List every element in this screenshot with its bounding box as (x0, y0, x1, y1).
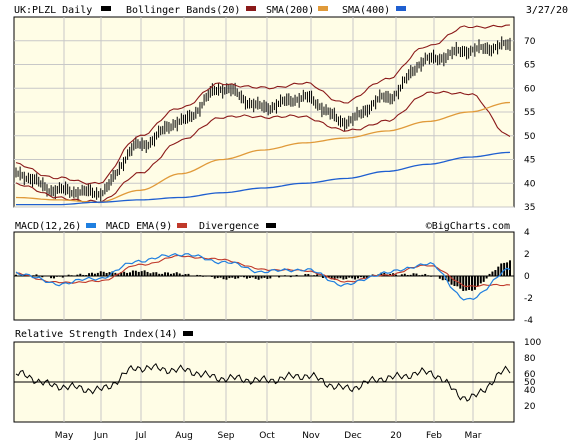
macd-legend-label: MACD(12,26) (15, 221, 81, 232)
series-line-sma-400- (16, 151, 511, 206)
bigcharts-watermark: ©BigCharts.com (426, 221, 510, 232)
macd-ytick--4: -4 (524, 316, 533, 326)
rsi-legend-label: Relative Strength Index(14) (15, 329, 178, 340)
price-lines (15, 24, 511, 206)
price-panel: 35 40 45 50 55 60 65 70 (13, 16, 536, 213)
x-label-9: Feb (426, 431, 442, 441)
divergence-legend-swatch (266, 223, 276, 228)
x-label-1: Jun (93, 431, 108, 441)
rsi-ytick-50: 50 (524, 378, 536, 388)
rsi-legend-swatch (183, 331, 193, 336)
x-label-8: 20 (390, 431, 402, 441)
macd-ytick-2: 2 (524, 250, 530, 260)
macd-ema-line (15, 254, 511, 288)
legend-bollinger-label: Bollinger Bands(20) (126, 5, 240, 16)
price-legend-swatch (101, 6, 111, 11)
macd-header-strip (14, 219, 514, 229)
price-ytick-40: 40 (524, 179, 536, 189)
legend-sma200-label: SMA(200) (266, 5, 314, 16)
legend-bollinger-swatch (246, 6, 256, 11)
rsi-ytick-80: 80 (524, 354, 536, 364)
series-line-bollinger-upper (15, 24, 511, 185)
price-ytick-65: 65 (524, 61, 535, 71)
macd-ytick--2: -2 (524, 294, 533, 304)
rsi-lines (14, 362, 514, 402)
x-label-3: Aug (175, 431, 193, 441)
rsi-ytick-20: 20 (524, 402, 536, 412)
macd-ema-legend-label: MACD EMA(9) (106, 221, 172, 232)
macd-y-axis: -4 -2 0 2 4 (524, 228, 533, 326)
x-label-0: May (55, 431, 74, 441)
macd-lines (14, 253, 514, 301)
legend-sma400-label: SMA(400) (342, 5, 390, 16)
rsi-ytick-40: 40 (524, 386, 536, 396)
rsi-line (15, 362, 511, 402)
price-ytick-45: 45 (524, 156, 535, 166)
rsi-ytick-100: 100 (524, 338, 541, 348)
x-label-7: Dec (344, 431, 361, 441)
price-ytick-70: 70 (524, 37, 536, 47)
macd-ema-legend-swatch (177, 223, 187, 228)
divergence-legend-label: Divergence (199, 221, 259, 232)
x-label-4: Sep (218, 431, 235, 441)
macd-ytick-0: 0 (524, 272, 530, 282)
symbol-label: UK:PLZL Daily (14, 5, 92, 16)
x-label-6: Nov (302, 431, 320, 441)
macd-legend-swatch (86, 223, 96, 228)
price-ytick-50: 50 (524, 132, 536, 142)
macd-ytick-4: 4 (524, 228, 530, 238)
legend-sma400-swatch (396, 6, 406, 11)
price-ytick-35: 35 (524, 203, 535, 213)
price-y-axis: 35 40 45 50 55 60 65 70 (524, 37, 536, 213)
date-label: 3/27/20 (526, 5, 568, 16)
rsi-ytick-60: 60 (524, 370, 536, 380)
x-label-5: Oct (259, 431, 275, 441)
x-label-2: Jul (135, 431, 147, 441)
legend-sma200-swatch (318, 6, 328, 11)
price-ytick-60: 60 (524, 84, 536, 94)
macd-panel: MACD(12,26) MACD EMA(9) Divergence ©BigC… (13, 219, 533, 326)
price-ytick-55: 55 (524, 108, 535, 118)
x-axis-month-labels: May Jun Jul Aug Sep Oct Nov Dec 20 Feb Mar (55, 431, 482, 441)
macd-line (15, 253, 511, 301)
x-label-10: Mar (465, 431, 482, 441)
